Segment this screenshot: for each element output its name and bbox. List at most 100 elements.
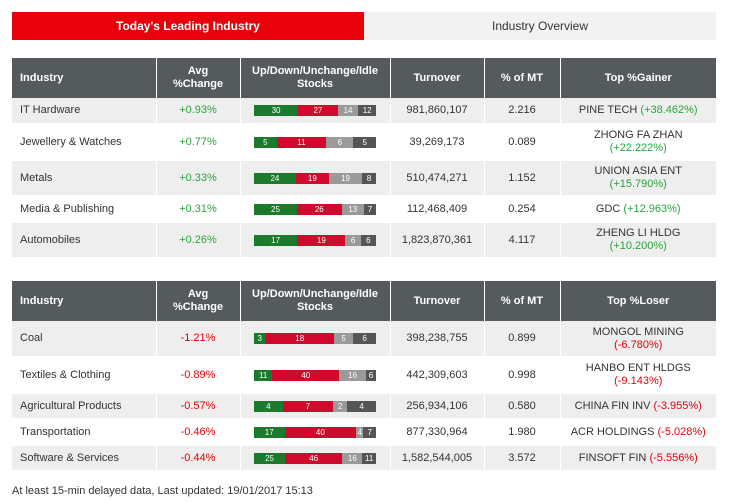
avg-header-line1: Avg <box>187 288 209 300</box>
top-loser-stock-link[interactable]: HANBO ENT HLDGS <box>585 362 691 374</box>
top-gainer-stock-link[interactable]: ZHONG FA ZHAN <box>593 129 683 141</box>
table-row: Metals +0.33% 24 19 19 8 510,474,271 1.152 UNION… <box>12 160 716 197</box>
top-loser-stock-link[interactable]: ACR HOLDINGS <box>570 425 655 438</box>
table-row: Software & Services -0.44% 25 46 16 11 1,582,5… <box>12 445 716 472</box>
industry-name-link[interactable]: Textiles & Clothing <box>12 357 157 394</box>
stocks-breakdown-cell: 30 27 14 12 <box>240 98 391 125</box>
col-mt-header[interactable]: % of MT <box>484 58 561 98</box>
unchanged-stocks-segment: 2 <box>332 400 348 412</box>
tab-industry-overview[interactable]: Industry Overview <box>364 12 716 40</box>
top-gainer-cell: ZHONG FA ZHAN (+22.222%) <box>560 124 716 161</box>
top-gainer-stock-link[interactable]: ZHENG LI HLDG <box>596 227 681 239</box>
top-gainer-stock-link[interactable]: GDC <box>595 202 621 215</box>
unchanged-stocks-segment: 13 <box>341 203 364 215</box>
col-mt-header[interactable]: % of MT <box>484 281 561 321</box>
stocks-breakdown-cell: 24 19 19 8 <box>240 160 391 197</box>
unchanged-stocks-segment: 16 <box>339 369 366 381</box>
mt-percent-value: 4.117 <box>484 222 561 259</box>
industry-name-link[interactable]: Coal <box>12 321 157 358</box>
turnover-value: 1,582,544,005 <box>390 445 485 472</box>
unchanged-stocks-segment: 19 <box>328 172 363 184</box>
top-gainer-percent: (+22.222%) <box>609 142 667 154</box>
idle-stocks-segment: 12 <box>358 105 376 116</box>
stocks-breakdown-bar: 5 11 6 5 <box>254 136 376 148</box>
stocks-breakdown-bar: 30 27 14 12 <box>254 105 376 116</box>
industry-name-link[interactable]: Software & Services <box>12 445 157 472</box>
top-loser-stock-link[interactable]: CHINA FIN INV <box>574 399 651 412</box>
unchanged-stocks-segment: 16 <box>342 452 363 464</box>
turnover-value: 981,860,107 <box>390 98 485 125</box>
up-stocks-segment: 5 <box>254 136 277 148</box>
turnover-value: 112,468,409 <box>390 196 485 223</box>
tab-todays-leading-industry[interactable]: Today's Leading Industry <box>12 12 364 40</box>
mt-percent-value: 2.216 <box>484 98 561 125</box>
idle-stocks-segment: 8 <box>362 172 376 184</box>
turnover-value: 877,330,964 <box>390 419 485 446</box>
idle-stocks-segment: 11 <box>362 452 376 464</box>
col-industry-header[interactable]: Industry <box>12 58 157 98</box>
mt-percent-value: 3.572 <box>484 445 561 472</box>
avg-change-value: +0.26% <box>156 222 241 259</box>
col-top-loser-header[interactable]: Top %Loser <box>560 281 716 321</box>
top-gainer-cell: ZHENG LI HLDG (+10.200%) <box>560 222 716 259</box>
lagging-industry-table: Industry Avg %Change Up/Down/Unchange/Idl… <box>12 281 716 472</box>
leading-industry-table: Industry Avg %Change Up/Down/Unchange/Idl… <box>12 58 716 259</box>
col-stocks-header: Up/Down/Unchange/Idle Stocks <box>240 58 391 98</box>
table-row: Automobiles +0.26% 17 19 6 6 1,823,870,361 4.11… <box>12 222 716 259</box>
avg-change-value: -0.46% <box>156 419 241 446</box>
lagging-industry-body: Coal -1.21% 3 18 5 6 398,238,755 0.899 MONGOL MI… <box>12 321 716 472</box>
table-row: Transportation -0.46% 17 40 4 7 877,330,964 1.9… <box>12 419 716 446</box>
top-gainer-percent: (+10.200%) <box>609 240 667 252</box>
col-turnover-header[interactable]: Turnover <box>390 58 485 98</box>
table-header-row: Industry Avg %Change Up/Down/Unchange/Idl… <box>12 58 716 98</box>
industry-name-link[interactable]: Transportation <box>12 419 157 446</box>
idle-stocks-segment: 4 <box>347 400 376 412</box>
col-avg-change-header[interactable]: Avg %Change <box>156 58 241 98</box>
industry-name-link[interactable]: Automobiles <box>12 222 157 259</box>
tab-bar: Today's Leading Industry Industry Overvi… <box>12 12 716 40</box>
table-header-row: Industry Avg %Change Up/Down/Unchange/Idl… <box>12 281 716 321</box>
idle-stocks-segment: 7 <box>363 426 376 438</box>
mt-percent-value: 0.899 <box>484 321 561 358</box>
down-stocks-segment: 40 <box>272 369 340 381</box>
stocks-breakdown-cell: 17 40 4 7 <box>240 419 391 446</box>
up-stocks-segment: 17 <box>254 234 298 246</box>
unchanged-stocks-segment: 4 <box>356 426 364 438</box>
turnover-value: 1,823,870,361 <box>390 222 485 259</box>
top-gainer-stock-link[interactable]: UNION ASIA ENT <box>594 165 682 177</box>
unchanged-stocks-segment: 14 <box>337 105 359 116</box>
col-top-gainer-header[interactable]: Top %Gainer <box>560 58 716 98</box>
industry-name-link[interactable]: IT Hardware <box>12 98 157 125</box>
down-stocks-segment: 40 <box>284 426 357 438</box>
stocks-breakdown-bar: 24 19 19 8 <box>254 172 376 184</box>
top-loser-percent: (-6.780%) <box>614 338 663 351</box>
top-loser-stock-link[interactable]: MONGOL MINING <box>592 325 684 338</box>
industry-name-link[interactable]: Metals <box>12 160 157 197</box>
unchanged-stocks-segment: 6 <box>345 234 361 246</box>
mt-percent-value: 0.089 <box>484 124 561 161</box>
up-stocks-segment: 30 <box>254 105 299 116</box>
avg-header-line2: %Change <box>172 301 224 313</box>
top-loser-cell: CHINA FIN INV (-3.955%) <box>560 393 716 420</box>
table-row: Textiles & Clothing -0.89% 11 40 16 6 442,309,… <box>12 357 716 394</box>
stocks-breakdown-cell: 25 46 16 11 <box>240 445 391 472</box>
turnover-value: 510,474,271 <box>390 160 485 197</box>
col-industry-header[interactable]: Industry <box>12 281 157 321</box>
up-stocks-segment: 24 <box>254 172 296 184</box>
top-loser-percent: (-9.143%) <box>614 375 663 387</box>
industry-name-link[interactable]: Jewellery & Watches <box>12 124 157 161</box>
leading-industry-body: IT Hardware +0.93% 30 27 14 12 981,860,107 2.21… <box>12 98 716 259</box>
avg-header-line2: %Change <box>172 78 224 90</box>
stocks-breakdown-bar: 25 46 16 11 <box>254 452 376 464</box>
col-turnover-header[interactable]: Turnover <box>390 281 485 321</box>
top-gainer-stock-link[interactable]: PINE TECH <box>578 104 638 116</box>
industry-name-link[interactable]: Media & Publishing <box>12 196 157 223</box>
top-loser-stock-link[interactable]: FINSOFT FIN <box>578 451 647 464</box>
industry-name-link[interactable]: Agricultural Products <box>12 393 157 420</box>
top-loser-cell: ACR HOLDINGS (-5.028%) <box>560 419 716 446</box>
top-gainer-percent: (+15.790%) <box>609 178 667 190</box>
col-avg-change-header[interactable]: Avg %Change <box>156 281 241 321</box>
mt-percent-value: 1.980 <box>484 419 561 446</box>
down-stocks-segment: 27 <box>298 105 338 116</box>
